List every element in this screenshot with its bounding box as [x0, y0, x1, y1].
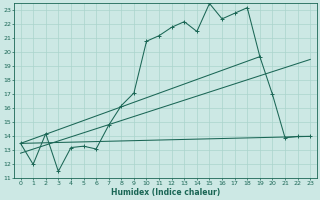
- X-axis label: Humidex (Indice chaleur): Humidex (Indice chaleur): [111, 188, 220, 197]
